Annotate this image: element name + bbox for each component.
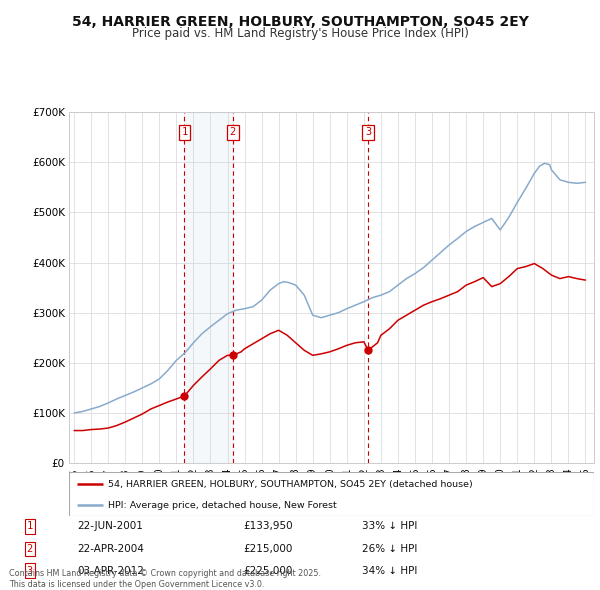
Bar (184, 112, 233, 463)
Text: 2: 2 (230, 127, 236, 137)
Text: 22-JUN-2001: 22-JUN-2001 (77, 522, 143, 532)
FancyBboxPatch shape (69, 472, 594, 516)
Text: 34% ↓ HPI: 34% ↓ HPI (362, 566, 418, 575)
Text: Price paid vs. HM Land Registry's House Price Index (HPI): Price paid vs. HM Land Registry's House … (131, 27, 469, 40)
Text: 1: 1 (26, 522, 33, 532)
Text: 26% ↓ HPI: 26% ↓ HPI (362, 544, 418, 554)
Text: £133,950: £133,950 (244, 522, 293, 532)
Text: Contains HM Land Registry data © Crown copyright and database right 2025.
This d: Contains HM Land Registry data © Crown c… (9, 569, 321, 589)
Text: 3: 3 (365, 127, 371, 137)
Text: 22-APR-2004: 22-APR-2004 (77, 544, 144, 554)
Text: 54, HARRIER GREEN, HOLBURY, SOUTHAMPTON, SO45 2EY: 54, HARRIER GREEN, HOLBURY, SOUTHAMPTON,… (71, 15, 529, 29)
Text: 03-APR-2012: 03-APR-2012 (77, 566, 144, 575)
Text: £215,000: £215,000 (244, 544, 293, 554)
Text: £225,000: £225,000 (244, 566, 293, 575)
Text: HPI: Average price, detached house, New Forest: HPI: Average price, detached house, New … (109, 501, 337, 510)
Text: 2: 2 (26, 544, 33, 554)
Text: 54, HARRIER GREEN, HOLBURY, SOUTHAMPTON, SO45 2EY (detached house): 54, HARRIER GREEN, HOLBURY, SOUTHAMPTON,… (109, 480, 473, 489)
Text: 3: 3 (26, 566, 33, 575)
Text: 33% ↓ HPI: 33% ↓ HPI (362, 522, 418, 532)
Text: 1: 1 (181, 127, 188, 137)
